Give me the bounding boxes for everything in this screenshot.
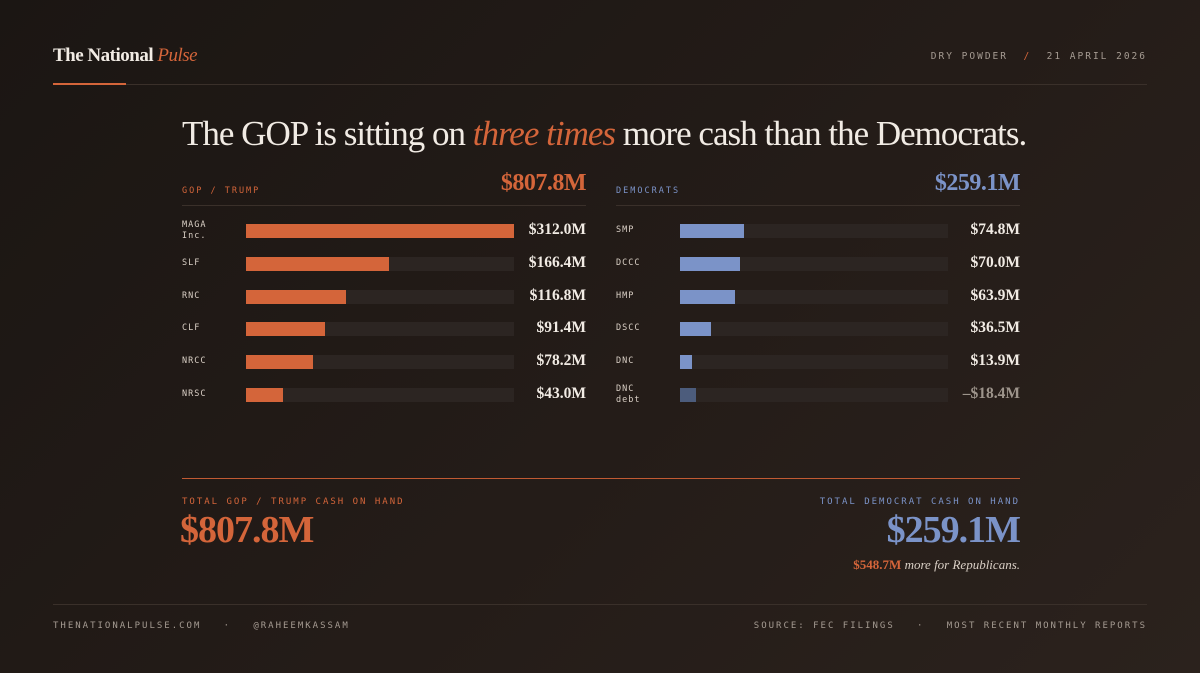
gop-total-label: TOTAL GOP / TRUMP CASH ON HAND: [182, 497, 405, 507]
bar: [680, 322, 712, 337]
value-label: $78.2M: [536, 352, 586, 370]
totals-rule: [182, 478, 1020, 479]
category-label: DNC debt: [616, 384, 641, 405]
dot: ·: [223, 621, 232, 631]
bar-track: [680, 388, 948, 402]
chart-total: $259.1M: [934, 170, 1021, 196]
value-label: $43.0M: [536, 385, 586, 402]
header-meta: DRY POWDER / 21 APRIL 2026: [931, 51, 1147, 62]
chart-rule: [182, 205, 586, 206]
value-label: $36.5M: [970, 319, 1020, 337]
category-label: HMP: [616, 290, 635, 301]
bar: [680, 224, 745, 238]
footer-rule: [53, 604, 1147, 605]
headline-text: The GOP is sitting on: [182, 114, 473, 153]
value-label: $166.4M: [528, 253, 586, 271]
footer-right: SOURCE: FEC FILINGS · MOST RECENT MONTHL…: [754, 621, 1147, 631]
bar: [680, 289, 735, 304]
bar-track: [680, 224, 948, 238]
header-rule: [53, 84, 1147, 85]
bar-track: [680, 289, 948, 304]
section: DRY POWDER: [930, 51, 1008, 62]
value-label: $63.9M: [970, 286, 1020, 304]
bar-track: [246, 388, 514, 402]
difference-text: more for Republicans.: [901, 557, 1020, 572]
category-label: SMP: [616, 225, 635, 235]
brand: The National Pulse: [53, 45, 198, 67]
bar-track: [680, 355, 948, 370]
bar: [246, 355, 314, 370]
category-label: RNC: [182, 290, 201, 301]
value-label: $74.8M: [970, 221, 1020, 238]
category-label: DNC: [616, 356, 635, 367]
brand-name: The National: [53, 45, 154, 66]
bar: [246, 388, 283, 402]
bar: [680, 388, 696, 402]
footer-left: THENATIONALPULSE.COM · @RAHEEMKASSAM: [53, 621, 350, 631]
category-label: CLF: [182, 323, 201, 334]
headline-text: more cash than the Democrats.: [615, 114, 1027, 153]
value-label: $13.9M: [970, 352, 1020, 370]
headline-accent: three times: [472, 114, 616, 153]
brand-underline: [53, 83, 126, 85]
category-label: DCCC: [616, 257, 641, 268]
category-label: NRSC: [182, 389, 207, 399]
difference: $548.7M more for Republicans.: [853, 557, 1020, 573]
category-label: DSCC: [616, 323, 641, 334]
chart-title: DEMOCRATS: [616, 186, 681, 196]
value-label: $116.8M: [529, 286, 586, 304]
value-label: $91.4M: [536, 319, 586, 337]
headline: The GOP is sitting on three times more c…: [182, 114, 1027, 154]
dot: ·: [917, 621, 925, 631]
value-label: $312.0M: [528, 221, 586, 238]
chart-rule: [616, 205, 1020, 206]
date: 21 APRIL 2026: [1046, 51, 1147, 62]
bar: [246, 289, 347, 304]
reports: MOST RECENT MONTHLY REPORTS: [946, 621, 1147, 631]
chart-title: GOP / TRUMP: [182, 186, 261, 196]
separator: /: [1023, 51, 1032, 62]
chart-total: $807.8M: [500, 170, 587, 196]
category-label: MAGA Inc.: [182, 220, 207, 241]
brand-accent: Pulse: [157, 45, 198, 66]
bar: [246, 256, 389, 271]
site: THENATIONALPULSE.COM: [53, 621, 202, 631]
bar: [246, 322, 325, 337]
category-label: NRCC: [182, 356, 207, 367]
bar-track: [680, 322, 948, 337]
category-label: SLF: [182, 257, 201, 268]
bar: [246, 224, 514, 238]
gop-total: $807.8M: [180, 509, 314, 551]
value-label: –$18.4M: [962, 385, 1020, 402]
bar: [680, 256, 741, 271]
source: SOURCE: FEC FILINGS: [753, 621, 895, 631]
handle: @RAHEEMKASSAM: [253, 621, 350, 631]
difference-amount: $548.7M: [853, 557, 902, 572]
dem-total: $259.1M: [886, 509, 1021, 551]
bar-track: [680, 256, 948, 271]
value-label: $70.0M: [970, 253, 1020, 271]
bar: [680, 355, 692, 370]
dem-total-label: TOTAL DEMOCRAT CASH ON HAND: [819, 497, 1020, 507]
